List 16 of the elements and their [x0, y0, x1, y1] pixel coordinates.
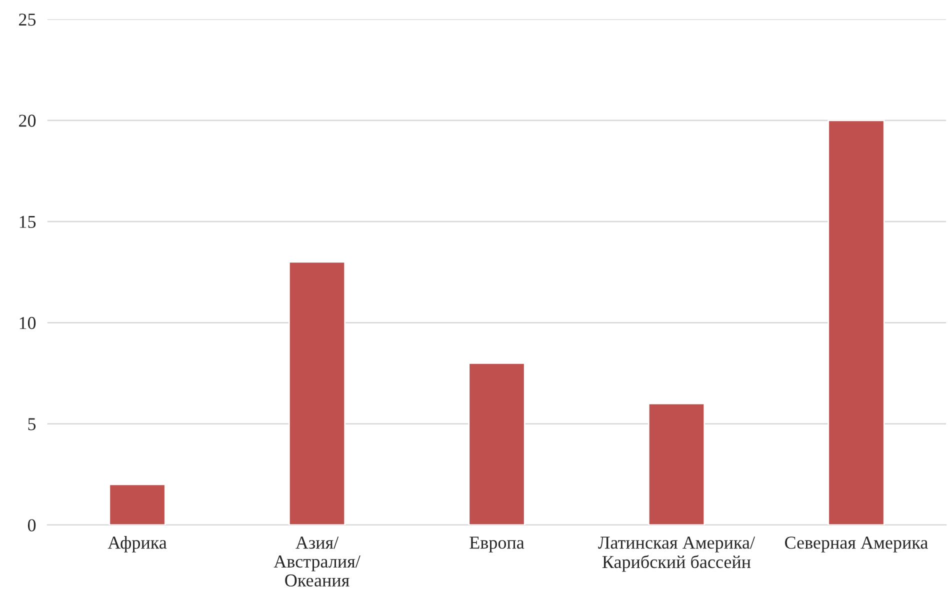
- x-tick-label: Латинская Америка/ Карибский бассейн: [598, 536, 756, 572]
- x-tick-label: Африка: [108, 536, 167, 552]
- bar: [468, 362, 526, 525]
- y-tick-label: 15: [20, 216, 36, 228]
- bar: [288, 261, 346, 525]
- bar: [828, 120, 885, 525]
- x-tick-label: Азия/ Австралия/ Океания: [274, 536, 360, 587]
- x-tick-label: Северная Америка: [785, 536, 928, 552]
- bar: [108, 484, 166, 525]
- y-tick-label: 10: [20, 316, 36, 330]
- y-tick-label: 0: [28, 519, 36, 532]
- y-tick-label: 20: [19, 114, 36, 127]
- y-tick-label: 5: [28, 418, 36, 430]
- bar: [648, 402, 706, 525]
- y-tick-label: 25: [19, 14, 36, 26]
- x-tick-label: Европа: [470, 536, 524, 552]
